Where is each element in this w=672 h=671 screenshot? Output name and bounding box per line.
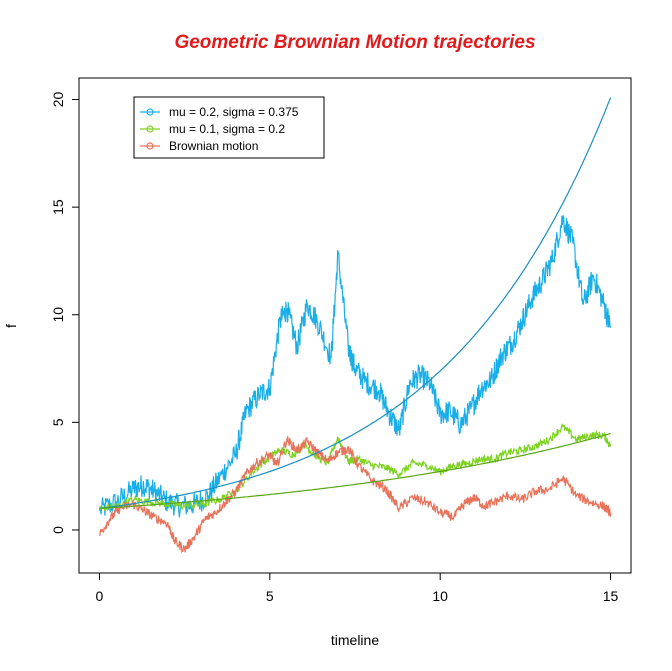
y-tick-label: 10: [50, 307, 66, 323]
series-layer: [98, 97, 612, 554]
y-axis: 0 5 10 15 20: [50, 92, 80, 534]
x-tick-label: 15: [603, 588, 619, 604]
y-axis-label: f: [3, 324, 19, 328]
legend-box: [133, 96, 325, 159]
x-tick-label: 10: [432, 588, 448, 604]
y-tick-label: 15: [50, 199, 66, 215]
series-line-0: [98, 215, 612, 518]
x-axis: 0 5 10 15: [96, 572, 619, 604]
legend: mu = 0.2, sigma = 0.375 mu = 0.1, sigma =…: [133, 96, 325, 159]
x-axis-label: timeline: [331, 632, 379, 648]
expected-curve-3: [99, 97, 612, 509]
y-tick-label: 5: [50, 418, 66, 426]
x-tick-label: 5: [266, 588, 274, 604]
legend-label: Brownian motion: [169, 139, 258, 153]
legend-marker: [146, 108, 154, 116]
x-tick-label: 0: [96, 588, 104, 604]
legend-marker: [146, 142, 154, 150]
chart-title: Geometric Brownian Motion trajectories: [174, 32, 535, 53]
series-line-1: [99, 423, 612, 512]
legend-marker: [146, 125, 154, 133]
y-tick-label: 20: [50, 92, 66, 108]
y-tick-label: 0: [50, 526, 66, 534]
legend-label: mu = 0.1, sigma = 0.2: [169, 122, 285, 136]
expected-curve-4: [99, 432, 611, 509]
series-line-2: [98, 436, 612, 554]
legend-label: mu = 0.2, sigma = 0.375: [169, 105, 299, 119]
